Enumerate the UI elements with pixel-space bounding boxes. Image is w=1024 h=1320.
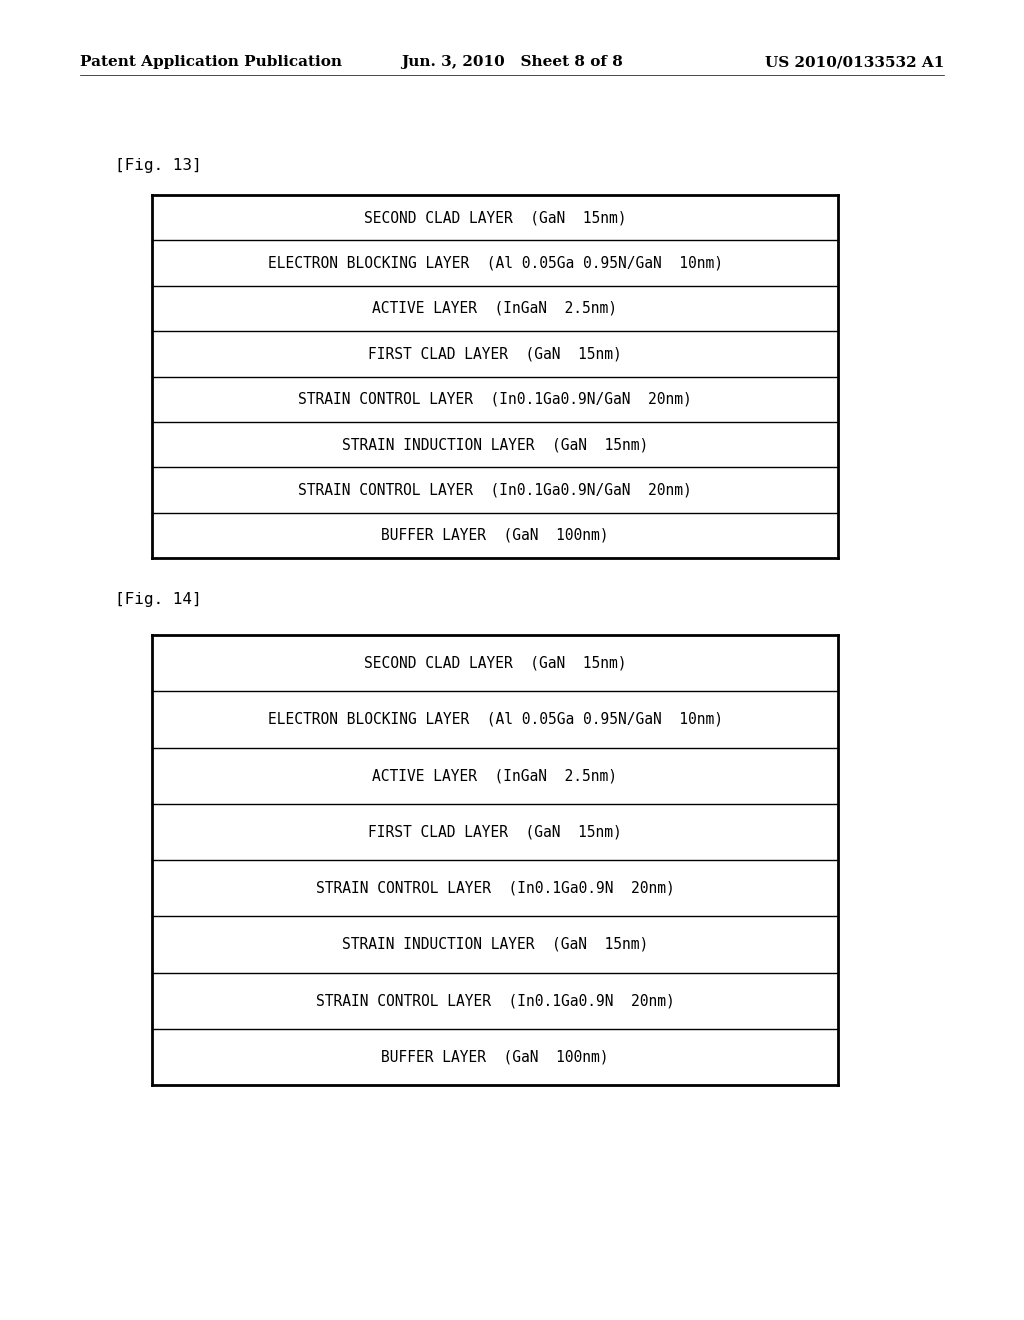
Text: STRAIN INDUCTION LAYER  (GaN  15nm): STRAIN INDUCTION LAYER (GaN 15nm) xyxy=(342,437,648,451)
Text: FIRST CLAD LAYER  (GaN  15nm): FIRST CLAD LAYER (GaN 15nm) xyxy=(368,825,622,840)
Text: STRAIN CONTROL LAYER  (In0.1Ga0.9N/GaN  20nm): STRAIN CONTROL LAYER (In0.1Ga0.9N/GaN 20… xyxy=(298,392,692,407)
Text: STRAIN CONTROL LAYER  (In0.1Ga0.9N/GaN  20nm): STRAIN CONTROL LAYER (In0.1Ga0.9N/GaN 20… xyxy=(298,482,692,498)
Text: BUFFER LAYER  (GaN  100nm): BUFFER LAYER (GaN 100nm) xyxy=(381,528,608,543)
Text: [Fig. 13]: [Fig. 13] xyxy=(115,158,202,173)
Text: ACTIVE LAYER  (InGaN  2.5nm): ACTIVE LAYER (InGaN 2.5nm) xyxy=(373,301,617,315)
Text: FIRST CLAD LAYER  (GaN  15nm): FIRST CLAD LAYER (GaN 15nm) xyxy=(368,346,622,362)
Text: SECOND CLAD LAYER  (GaN  15nm): SECOND CLAD LAYER (GaN 15nm) xyxy=(364,656,627,671)
Text: ACTIVE LAYER  (InGaN  2.5nm): ACTIVE LAYER (InGaN 2.5nm) xyxy=(373,768,617,783)
Text: STRAIN CONTROL LAYER  (In0.1Ga0.9N  20nm): STRAIN CONTROL LAYER (In0.1Ga0.9N 20nm) xyxy=(315,880,675,896)
Text: Jun. 3, 2010   Sheet 8 of 8: Jun. 3, 2010 Sheet 8 of 8 xyxy=(401,55,623,69)
Text: Patent Application Publication: Patent Application Publication xyxy=(80,55,342,69)
Text: BUFFER LAYER  (GaN  100nm): BUFFER LAYER (GaN 100nm) xyxy=(381,1049,608,1064)
Text: ELECTRON BLOCKING LAYER  (Al 0.05Ga 0.95N/GaN  10nm): ELECTRON BLOCKING LAYER (Al 0.05Ga 0.95N… xyxy=(267,711,723,727)
Text: ELECTRON BLOCKING LAYER  (Al 0.05Ga 0.95N/GaN  10nm): ELECTRON BLOCKING LAYER (Al 0.05Ga 0.95N… xyxy=(267,256,723,271)
Text: US 2010/0133532 A1: US 2010/0133532 A1 xyxy=(765,55,944,69)
Text: [Fig. 14]: [Fig. 14] xyxy=(115,591,202,607)
Text: STRAIN INDUCTION LAYER  (GaN  15nm): STRAIN INDUCTION LAYER (GaN 15nm) xyxy=(342,937,648,952)
Text: STRAIN CONTROL LAYER  (In0.1Ga0.9N  20nm): STRAIN CONTROL LAYER (In0.1Ga0.9N 20nm) xyxy=(315,993,675,1008)
Text: SECOND CLAD LAYER  (GaN  15nm): SECOND CLAD LAYER (GaN 15nm) xyxy=(364,210,627,226)
